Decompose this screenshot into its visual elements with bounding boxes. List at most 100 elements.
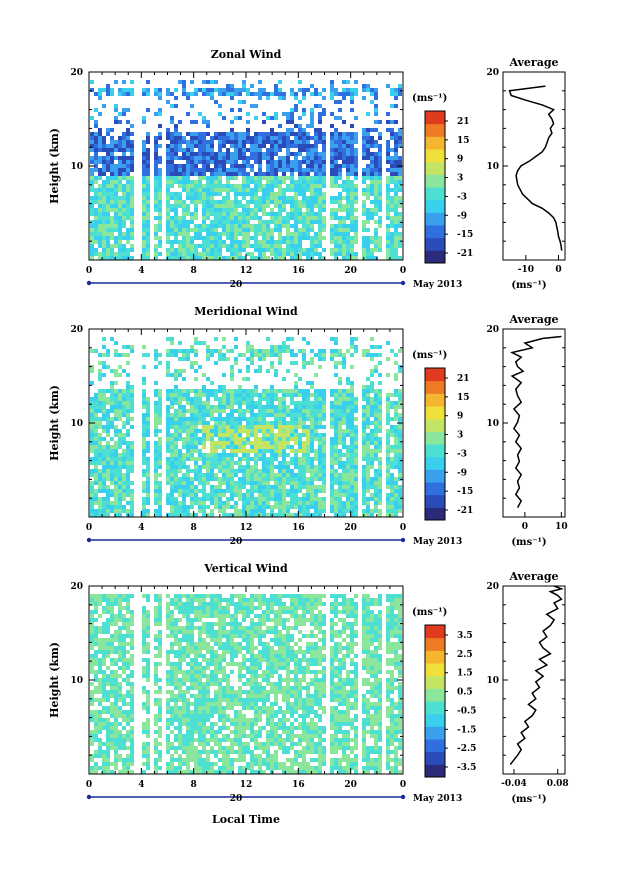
heatmap-cell [398, 240, 402, 244]
heatmap-cell [194, 236, 198, 240]
heatmap-cell [346, 248, 350, 252]
heatmap-cell [182, 429, 186, 433]
heatmap-cell [350, 766, 354, 770]
heatmap-cell [286, 160, 290, 164]
heatmap-cell [362, 489, 366, 493]
heatmap-cell [206, 240, 210, 244]
heatmap-cell [318, 156, 322, 160]
heatmap-cell [394, 489, 398, 493]
heatmap-cell [378, 164, 382, 168]
heatmap-cell [370, 256, 374, 260]
heatmap-cell [106, 252, 110, 256]
heatmap-cell [310, 116, 314, 120]
heatmap-cell [390, 200, 394, 204]
heatmap-cell [262, 453, 266, 457]
heatmap-cell [294, 252, 298, 256]
heatmap-cell [102, 457, 106, 461]
heatmap-cell [338, 220, 342, 224]
heatmap-cell [286, 128, 290, 132]
heatmap-cell [254, 457, 258, 461]
heatmap-cell [174, 180, 178, 184]
heatmap-cell [314, 453, 318, 457]
heatmap-cell [142, 353, 146, 357]
heatmap-cell [374, 188, 378, 192]
heatmap-cell [94, 144, 98, 148]
heatmap-cell [242, 180, 246, 184]
heatmap-cell [90, 156, 94, 160]
heatmap-cell [110, 204, 114, 208]
heatmap-cell [274, 164, 278, 168]
colorbar-unit: (ms⁻¹) [412, 350, 447, 361]
heatmap-cell [398, 505, 402, 509]
heatmap-cell [346, 224, 350, 228]
heatmap-cell [222, 481, 226, 485]
heatmap-cell [314, 397, 318, 401]
heatmap-cell [390, 252, 394, 256]
heatmap-cell [262, 192, 266, 196]
heatmap-cell [334, 505, 338, 509]
heatmap-cell [206, 88, 210, 92]
heatmap-cell [130, 196, 134, 200]
heatmap-cell [242, 485, 246, 489]
heatmap-cell [226, 505, 230, 509]
heatmap-cell [102, 766, 106, 770]
heatmap-cell [258, 232, 262, 236]
heatmap-cell [126, 421, 130, 425]
heatmap-cell [290, 397, 294, 401]
heatmap-cell [286, 421, 290, 425]
heatmap-cell [318, 244, 322, 248]
heatmap-cell [394, 244, 398, 248]
heatmap-cell [302, 497, 306, 501]
heatmap-cell [174, 421, 178, 425]
heatmap-cell [214, 429, 218, 433]
heatmap-cell [298, 481, 302, 485]
heatmap-cell [330, 349, 334, 353]
heatmap-cell [314, 252, 318, 256]
heatmap-cell [246, 509, 250, 513]
heatmap-cell [170, 204, 174, 208]
heatmap-cell [338, 425, 342, 429]
heatmap-cell [198, 465, 202, 469]
heatmap-cell [314, 433, 318, 437]
heatmap-cell [146, 188, 150, 192]
heatmap-cell [262, 184, 266, 188]
heatmap-cell [118, 501, 122, 505]
colorbar-swatch [425, 174, 445, 188]
heatmap-cell [362, 413, 366, 417]
heatmap-cell [270, 164, 274, 168]
heatmap-cell [218, 465, 222, 469]
heatmap-cell [258, 196, 262, 200]
heatmap-cell [334, 152, 338, 156]
heatmap-cell [338, 493, 342, 497]
heatmap-cell [398, 401, 402, 405]
heatmap-cell [210, 405, 214, 409]
heatmap-cell [274, 409, 278, 413]
heatmap-cell [390, 236, 394, 240]
heatmap-cell [378, 509, 382, 513]
heatmap-cell [318, 497, 322, 501]
heatmap-cell [226, 168, 230, 172]
heatmap-cell [170, 393, 174, 397]
colorbar-swatch [425, 406, 445, 420]
heatmap-cell [306, 172, 310, 176]
heatmap-cell [190, 489, 194, 493]
heatmap-cell [106, 513, 110, 517]
heatmap-cell [386, 252, 390, 256]
heatmap-cell [242, 256, 246, 260]
heatmap-cell [126, 501, 130, 505]
heatmap-cell [190, 216, 194, 220]
heatmap-cell [278, 132, 282, 136]
heatmap-cell [242, 208, 246, 212]
heatmap-cell [146, 132, 150, 136]
heatmap-cell [178, 413, 182, 417]
heatmap-cell [378, 248, 382, 252]
heatmap-cell [374, 353, 378, 357]
heatmap-cell [202, 176, 206, 180]
heatmap-cell [242, 401, 246, 405]
heatmap-cell [398, 405, 402, 409]
heatmap-cell [290, 489, 294, 493]
heatmap-cell [390, 164, 394, 168]
heatmap-cell [110, 421, 114, 425]
heatmap-cell [242, 429, 246, 433]
heatmap-cell [198, 389, 202, 393]
